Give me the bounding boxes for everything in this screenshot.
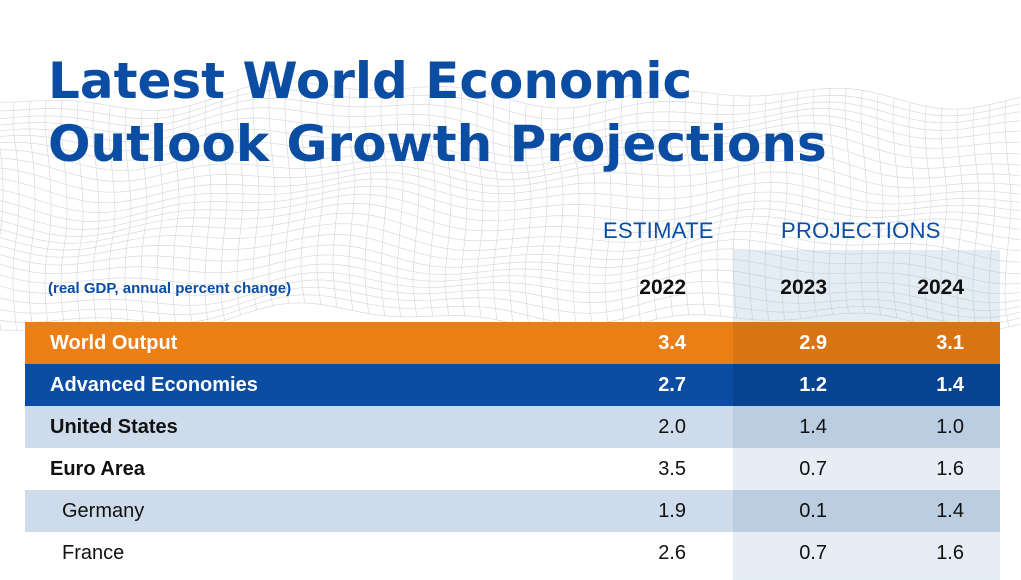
value-cell-2024: 1.0 — [936, 415, 964, 438]
projections-header: PROJECTIONS — [781, 218, 941, 243]
mesh-lines — [0, 81, 1021, 337]
value-cell-2023: 0.7 — [799, 457, 827, 480]
projection-cell-shade — [733, 322, 1000, 364]
year-header-2024: 2024 — [917, 276, 964, 299]
year-header-2023: 2023 — [780, 276, 827, 299]
title-line-1: Latest World Economic — [48, 52, 693, 110]
table-row: Germany 1.9 0.1 1.4 — [25, 490, 1000, 532]
value-cell-2024: 1.6 — [936, 457, 964, 480]
growth-table: World Output 3.4 2.9 3.1 Advanced Economies 2… — [25, 322, 1000, 574]
page-title: Latest World Economic Outlook Growth Pro… — [48, 50, 827, 176]
value-cell-2023: 1.4 — [799, 415, 827, 438]
value-cell-2022: 3.4 — [658, 331, 686, 354]
value-cell-2022: 2.6 — [658, 541, 686, 564]
table-row: United States 2.0 1.4 1.0 — [25, 406, 1000, 448]
row-label: Germany — [62, 499, 145, 522]
row-label: United States — [50, 415, 178, 438]
title-line-2: Outlook Growth Projections — [48, 115, 827, 173]
value-cell-2024: 1.4 — [936, 373, 964, 396]
value-cell-2023: 1.2 — [799, 373, 827, 396]
table-row: France 2.6 0.7 1.6 — [25, 532, 1000, 574]
row-label: Advanced Economies — [50, 373, 258, 396]
value-cell-2022: 2.0 — [658, 415, 686, 438]
projection-cell-shade — [733, 406, 1000, 448]
value-cell-2024: 1.4 — [936, 499, 964, 522]
projection-cell-shade — [733, 532, 1000, 574]
projection-cell-shade — [733, 364, 1000, 406]
table-subtitle: (real GDP, annual percent change) — [48, 280, 292, 297]
year-header-2022: 2022 — [639, 276, 686, 299]
row-label: World Output — [50, 331, 178, 354]
value-cell-2023: 0.7 — [799, 541, 827, 564]
value-cell-2024: 3.1 — [936, 331, 964, 354]
estimate-header: ESTIMATE — [603, 218, 714, 243]
value-cell-2023: 0.1 — [799, 499, 827, 522]
projection-cell-shade — [733, 490, 1000, 532]
value-cell-2022: 1.9 — [658, 499, 686, 522]
value-cell-2022: 3.5 — [658, 457, 686, 480]
table-row: World Output 3.4 2.9 3.1 — [25, 322, 1000, 364]
table-row: Advanced Economies 2.7 1.2 1.4 — [25, 364, 1000, 406]
value-cell-2024: 1.6 — [936, 541, 964, 564]
row-label: Euro Area — [50, 457, 145, 480]
table-row: Euro Area 3.5 0.7 1.6 — [25, 448, 1000, 490]
value-cell-2023: 2.9 — [799, 331, 827, 354]
row-label: France — [62, 541, 125, 564]
projection-cell-shade — [733, 448, 1000, 490]
value-cell-2022: 2.7 — [658, 373, 686, 396]
